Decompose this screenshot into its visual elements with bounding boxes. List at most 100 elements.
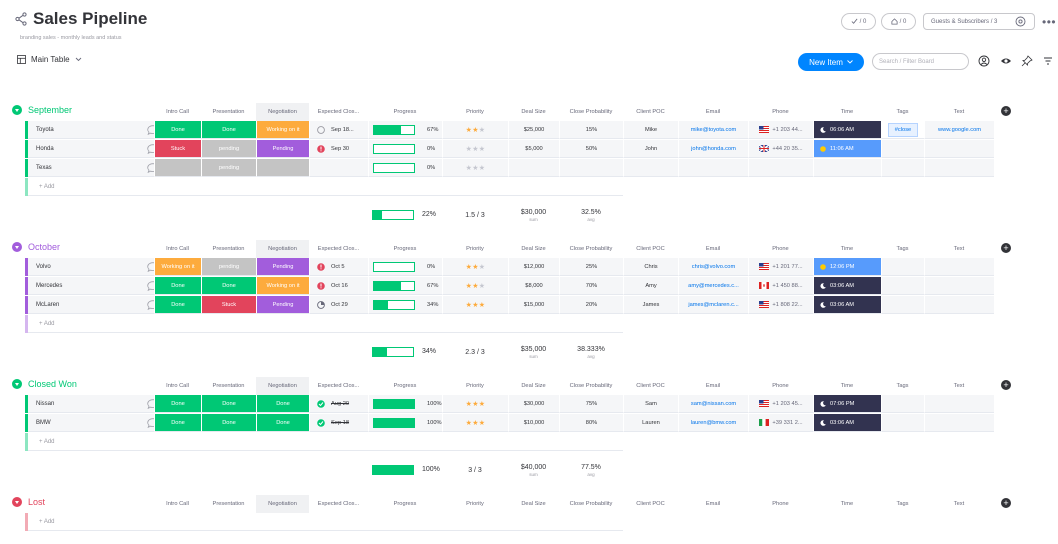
cell-email[interactable]: chris@volvo.com [678, 258, 748, 276]
status-pres[interactable]: pending [201, 140, 256, 158]
priority-rating[interactable]: ★★★ [466, 126, 486, 134]
column-header-time[interactable]: Time [840, 383, 854, 389]
cell-deal[interactable]: $8,000 [508, 277, 559, 295]
cell-phone[interactable]: +1 203 45... [748, 395, 813, 413]
star-icon[interactable]: ★ [472, 282, 479, 290]
search-input[interactable]: Search / Filter Board [872, 53, 969, 70]
cell-priority[interactable]: ★★★ [442, 296, 508, 314]
cell-text[interactable] [924, 159, 994, 177]
column-header-deal-size[interactable]: Deal Size [521, 501, 546, 507]
priority-rating[interactable]: ★★★ [466, 164, 486, 172]
star-icon[interactable]: ★ [465, 263, 473, 271]
star-icon[interactable]: ★ [478, 400, 486, 408]
column-header-text[interactable]: Text [953, 246, 965, 252]
cell-poc[interactable]: Sam [623, 395, 678, 413]
star-icon[interactable]: ★ [465, 164, 473, 172]
status-neg[interactable]: Working on it [256, 121, 309, 139]
cell-poc[interactable]: Lauren [623, 414, 678, 432]
table-row[interactable]: Texas pending 0% ★★★ [25, 159, 1015, 178]
group-title[interactable]: October [12, 240, 60, 254]
add-item-row[interactable]: + Add [25, 513, 623, 531]
status-pres[interactable]: Done [201, 395, 256, 413]
column-header-time[interactable]: Time [840, 501, 854, 507]
cell-date[interactable]: Aug 20 [309, 395, 368, 413]
column-header-priority[interactable]: Priority [466, 109, 484, 115]
cell-date[interactable]: Oct 29 [309, 296, 368, 314]
cell-deal[interactable]: $10,000 [508, 414, 559, 432]
group-collapse-icon[interactable] [12, 379, 22, 389]
item-name[interactable]: Volvo [28, 258, 164, 276]
cell-phone[interactable] [748, 159, 813, 177]
cell-tags[interactable] [881, 159, 924, 177]
cell-prob[interactable]: 50% [559, 140, 623, 158]
item-name[interactable]: Honda [28, 140, 164, 158]
cell-email[interactable]: sam@nissan.com [678, 395, 748, 413]
cell-date[interactable]: Sep 18 [309, 414, 368, 432]
updates-button[interactable]: / 0 [881, 13, 916, 30]
status-pres[interactable]: Done [201, 121, 256, 139]
cell-time[interactable] [813, 159, 881, 177]
cell-time[interactable]: 03:06 AM [813, 277, 881, 295]
cell-prob[interactable] [559, 159, 623, 177]
cell-time[interactable]: 11:06 AM [813, 140, 881, 158]
column-header-progress[interactable]: Progress [393, 109, 417, 115]
cell-progress[interactable]: 100% [368, 414, 442, 432]
cell-time[interactable]: 07:06 PM [813, 395, 881, 413]
status-neg[interactable]: Working on it [256, 277, 309, 295]
activity-button[interactable]: / 0 [841, 13, 876, 30]
cell-date[interactable] [309, 159, 368, 177]
star-icon[interactable]: ★ [472, 164, 479, 172]
star-icon[interactable]: ★ [472, 419, 479, 427]
cell-deal[interactable]: $15,000 [508, 296, 559, 314]
cell-tags[interactable] [881, 296, 924, 314]
filter-icon[interactable] [1042, 55, 1054, 67]
column-header-deal-size[interactable]: Deal Size [521, 109, 546, 115]
cell-text[interactable] [924, 296, 994, 314]
cell-email[interactable]: amy@mercedes.c... [678, 277, 748, 295]
email-link[interactable]: john@honda.com [691, 145, 736, 152]
cell-priority[interactable]: ★★★ [442, 258, 508, 276]
status-neg[interactable]: Done [256, 414, 309, 432]
column-header-phone[interactable]: Phone [772, 109, 789, 115]
cell-priority[interactable]: ★★★ [442, 414, 508, 432]
table-row[interactable]: McLaren Done Stuck Pending Oct 29 34% ★★★ $15,0… [25, 296, 1015, 315]
cell-poc[interactable]: Mike [623, 121, 678, 139]
item-name[interactable]: Nissan [28, 395, 164, 413]
priority-rating[interactable]: ★★★ [466, 145, 486, 153]
star-icon[interactable]: ★ [465, 126, 473, 134]
table-row[interactable]: Mercedes Done Done Working on it Oct 16 67% ★★… [25, 277, 1015, 296]
email-link[interactable]: lauren@bmw.com [690, 419, 737, 426]
status-neg[interactable]: Pending [256, 140, 309, 158]
add-item-row[interactable]: + Add [25, 433, 623, 451]
column-header-time[interactable]: Time [840, 109, 854, 115]
guests-subscribers-button[interactable]: Guests & Subscribers / 3 [923, 13, 1035, 30]
status-intro[interactable]: Done [154, 277, 201, 295]
star-icon[interactable]: ★ [478, 164, 486, 172]
column-header-close-probability[interactable]: Close Probability [569, 109, 613, 115]
status-pres[interactable]: pending [201, 258, 256, 276]
new-item-button[interactable]: New Item [798, 53, 864, 71]
cell-text[interactable] [924, 414, 994, 432]
column-header-close-probability[interactable]: Close Probability [569, 383, 613, 389]
star-icon[interactable]: ★ [465, 282, 473, 290]
column-header-text[interactable]: Text [953, 383, 965, 389]
cell-time[interactable]: 03:06 AM [813, 296, 881, 314]
star-icon[interactable]: ★ [478, 126, 486, 134]
cell-phone[interactable]: +1 808 22... [748, 296, 813, 314]
more-options-icon[interactable]: ••• [1042, 15, 1057, 29]
status-neg[interactable] [256, 159, 309, 177]
column-header-negotiation[interactable]: Negotiation [256, 377, 309, 395]
item-name[interactable]: Toyota [28, 121, 164, 139]
column-header-expected-clos[interactable]: Expected Clos... [317, 109, 360, 115]
cell-date[interactable]: Sep 18... [309, 121, 368, 139]
column-header-presentation[interactable]: Presentation [212, 246, 245, 252]
status-neg[interactable]: Done [256, 395, 309, 413]
email-link[interactable]: sam@nissan.com [690, 400, 737, 407]
column-header-client-poc[interactable]: Client POC [636, 109, 665, 115]
cell-poc[interactable]: Amy [623, 277, 678, 295]
add-column-icon[interactable]: + [1001, 106, 1011, 116]
cell-text[interactable] [924, 395, 994, 413]
cell-progress[interactable]: 0% [368, 258, 442, 276]
column-header-presentation[interactable]: Presentation [212, 383, 245, 389]
star-icon[interactable]: ★ [478, 419, 486, 427]
